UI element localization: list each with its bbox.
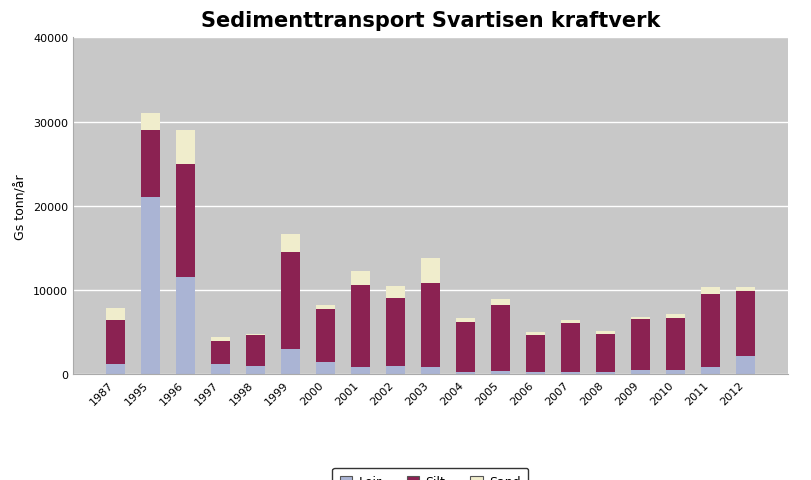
Bar	[315, 362, 334, 374]
Bar	[246, 366, 264, 374]
Bar	[560, 321, 579, 323]
Title: Sedimenttransport Svartisen kraftverk: Sedimenttransport Svartisen kraftverk	[200, 12, 659, 31]
Bar	[350, 271, 370, 285]
Bar	[455, 318, 474, 323]
Bar	[526, 373, 544, 374]
Bar	[350, 285, 370, 368]
Bar	[350, 368, 370, 374]
Bar	[526, 333, 544, 335]
Bar	[630, 370, 650, 374]
Bar	[105, 308, 125, 321]
Bar	[665, 370, 684, 374]
Bar	[665, 315, 684, 318]
Bar	[140, 114, 160, 131]
Bar	[735, 291, 754, 356]
Bar	[210, 337, 230, 342]
Bar	[490, 306, 509, 371]
Bar	[385, 299, 405, 366]
Bar	[246, 334, 264, 336]
Bar	[175, 278, 195, 374]
Bar	[385, 286, 405, 299]
Bar	[455, 323, 474, 373]
Bar	[140, 131, 160, 198]
Bar	[420, 368, 440, 374]
Bar	[281, 252, 299, 349]
Bar	[420, 284, 440, 368]
Bar	[315, 310, 334, 362]
Bar	[490, 371, 509, 374]
Bar	[281, 234, 299, 252]
Bar	[526, 335, 544, 373]
Bar	[210, 364, 230, 374]
Legend: Leir, Silt, Sand: Leir, Silt, Sand	[332, 468, 528, 480]
Bar	[630, 320, 650, 370]
Bar	[490, 300, 509, 306]
Bar	[630, 317, 650, 320]
Bar	[140, 198, 160, 374]
Bar	[700, 287, 719, 295]
Bar	[595, 372, 614, 374]
Bar	[385, 366, 405, 374]
Bar	[455, 373, 474, 374]
Bar	[735, 287, 754, 291]
Bar	[105, 321, 125, 364]
Bar	[665, 318, 684, 370]
Bar	[595, 332, 614, 334]
Bar	[246, 336, 264, 366]
Bar	[595, 334, 614, 372]
Bar	[105, 364, 125, 374]
Bar	[315, 305, 334, 310]
Bar	[281, 349, 299, 374]
Y-axis label: Gs tonn/år: Gs tonn/år	[15, 174, 28, 239]
Bar	[560, 372, 579, 374]
Bar	[175, 131, 195, 164]
Bar	[700, 368, 719, 374]
Bar	[700, 295, 719, 368]
Bar	[420, 258, 440, 284]
Bar	[560, 323, 579, 372]
Bar	[175, 165, 195, 278]
Bar	[735, 356, 754, 374]
Bar	[210, 342, 230, 364]
